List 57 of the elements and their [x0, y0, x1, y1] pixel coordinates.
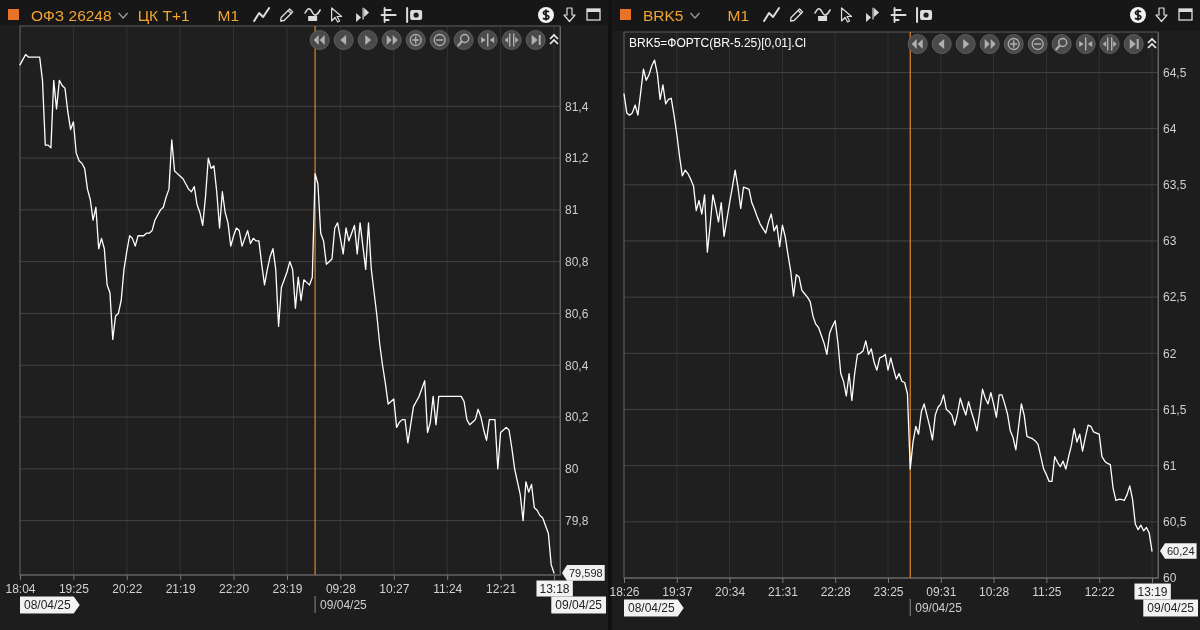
x-tick-label: 23:25	[873, 584, 904, 599]
chart-subtitle: ЦК Т+1	[137, 6, 190, 24]
x-tick-label: 23:19	[272, 581, 303, 596]
text: M1	[727, 6, 750, 24]
x-tick-label: 20:22	[112, 581, 143, 596]
text: 08/04/25	[24, 598, 72, 612]
y-tick-label: 62,5	[1163, 290, 1187, 305]
x-tick-label: 12:22	[1084, 584, 1116, 599]
y-tick-label: 80,6	[565, 306, 589, 321]
annotation: 79,598	[569, 566, 603, 579]
y-tick-label: 62	[1163, 346, 1177, 361]
y-tick-label: 79,8	[565, 513, 589, 528]
y-tick-label: 61,5	[1163, 402, 1187, 417]
y-tick-label: 61	[1163, 458, 1177, 473]
x-tick-label: 11:24	[433, 581, 463, 596]
x-tick-label: 22:20	[219, 581, 250, 596]
y-tick-label: 80	[565, 462, 579, 477]
chart-title: BRK5	[643, 6, 684, 24]
x-tick-label: 13:19	[1137, 584, 1168, 599]
x-tick-label: 10:28	[979, 584, 1010, 599]
y-tick-label: 63,5	[1163, 178, 1187, 193]
annotation: 60,24	[1167, 545, 1195, 558]
x-tick-label: 21:31	[767, 584, 799, 599]
x-tick-label: 19:37	[662, 584, 693, 599]
x-tick-label: 10:27	[379, 581, 410, 596]
x-tick-label: 09:28	[325, 581, 357, 596]
x-tick-label: 22:28	[820, 584, 852, 599]
x-tick-label: 21:19	[165, 581, 197, 596]
series-label: BRK5=ФОРТС(BR-5.25)[0,01].Cl	[629, 36, 806, 50]
y-tick-label: 81,2	[565, 151, 589, 166]
x-tick-label: 18:04	[5, 581, 36, 596]
text: 09/04/25	[915, 601, 963, 615]
y-tick-label: 81	[565, 203, 579, 218]
y-tick-label: 80,2	[565, 410, 589, 425]
x-tick-label: 13:18	[539, 581, 570, 596]
text: 09/04/25	[1147, 601, 1195, 615]
y-tick-label: 60	[1163, 571, 1177, 586]
chart-title: ОФЗ 26248	[31, 6, 112, 24]
x-tick-label: 19:25	[58, 581, 90, 596]
y-tick-label: 80,8	[565, 255, 589, 269]
y-tick-label: 60,5	[1163, 515, 1187, 530]
y-tick-label: 63	[1163, 234, 1177, 249]
x-tick-label: 09:31	[926, 584, 957, 599]
x-tick-label: 12:21	[486, 581, 517, 596]
y-tick-label: 64,5	[1163, 65, 1187, 80]
text: M1	[217, 6, 240, 24]
y-tick-label: 80,4	[565, 358, 589, 373]
text: 09/04/25	[320, 598, 368, 612]
line-series	[623, 59, 1153, 552]
x-tick-label: 18:26	[609, 584, 640, 599]
x-tick-label: 11:25	[1032, 584, 1062, 599]
y-tick-label: 64	[1163, 121, 1177, 136]
x-tick-label: 20:34	[715, 584, 746, 599]
line-series	[19, 53, 555, 574]
text: 09/04/25	[555, 598, 603, 612]
text: 08/04/25	[628, 601, 676, 615]
y-tick-label: 81,4	[565, 99, 589, 114]
